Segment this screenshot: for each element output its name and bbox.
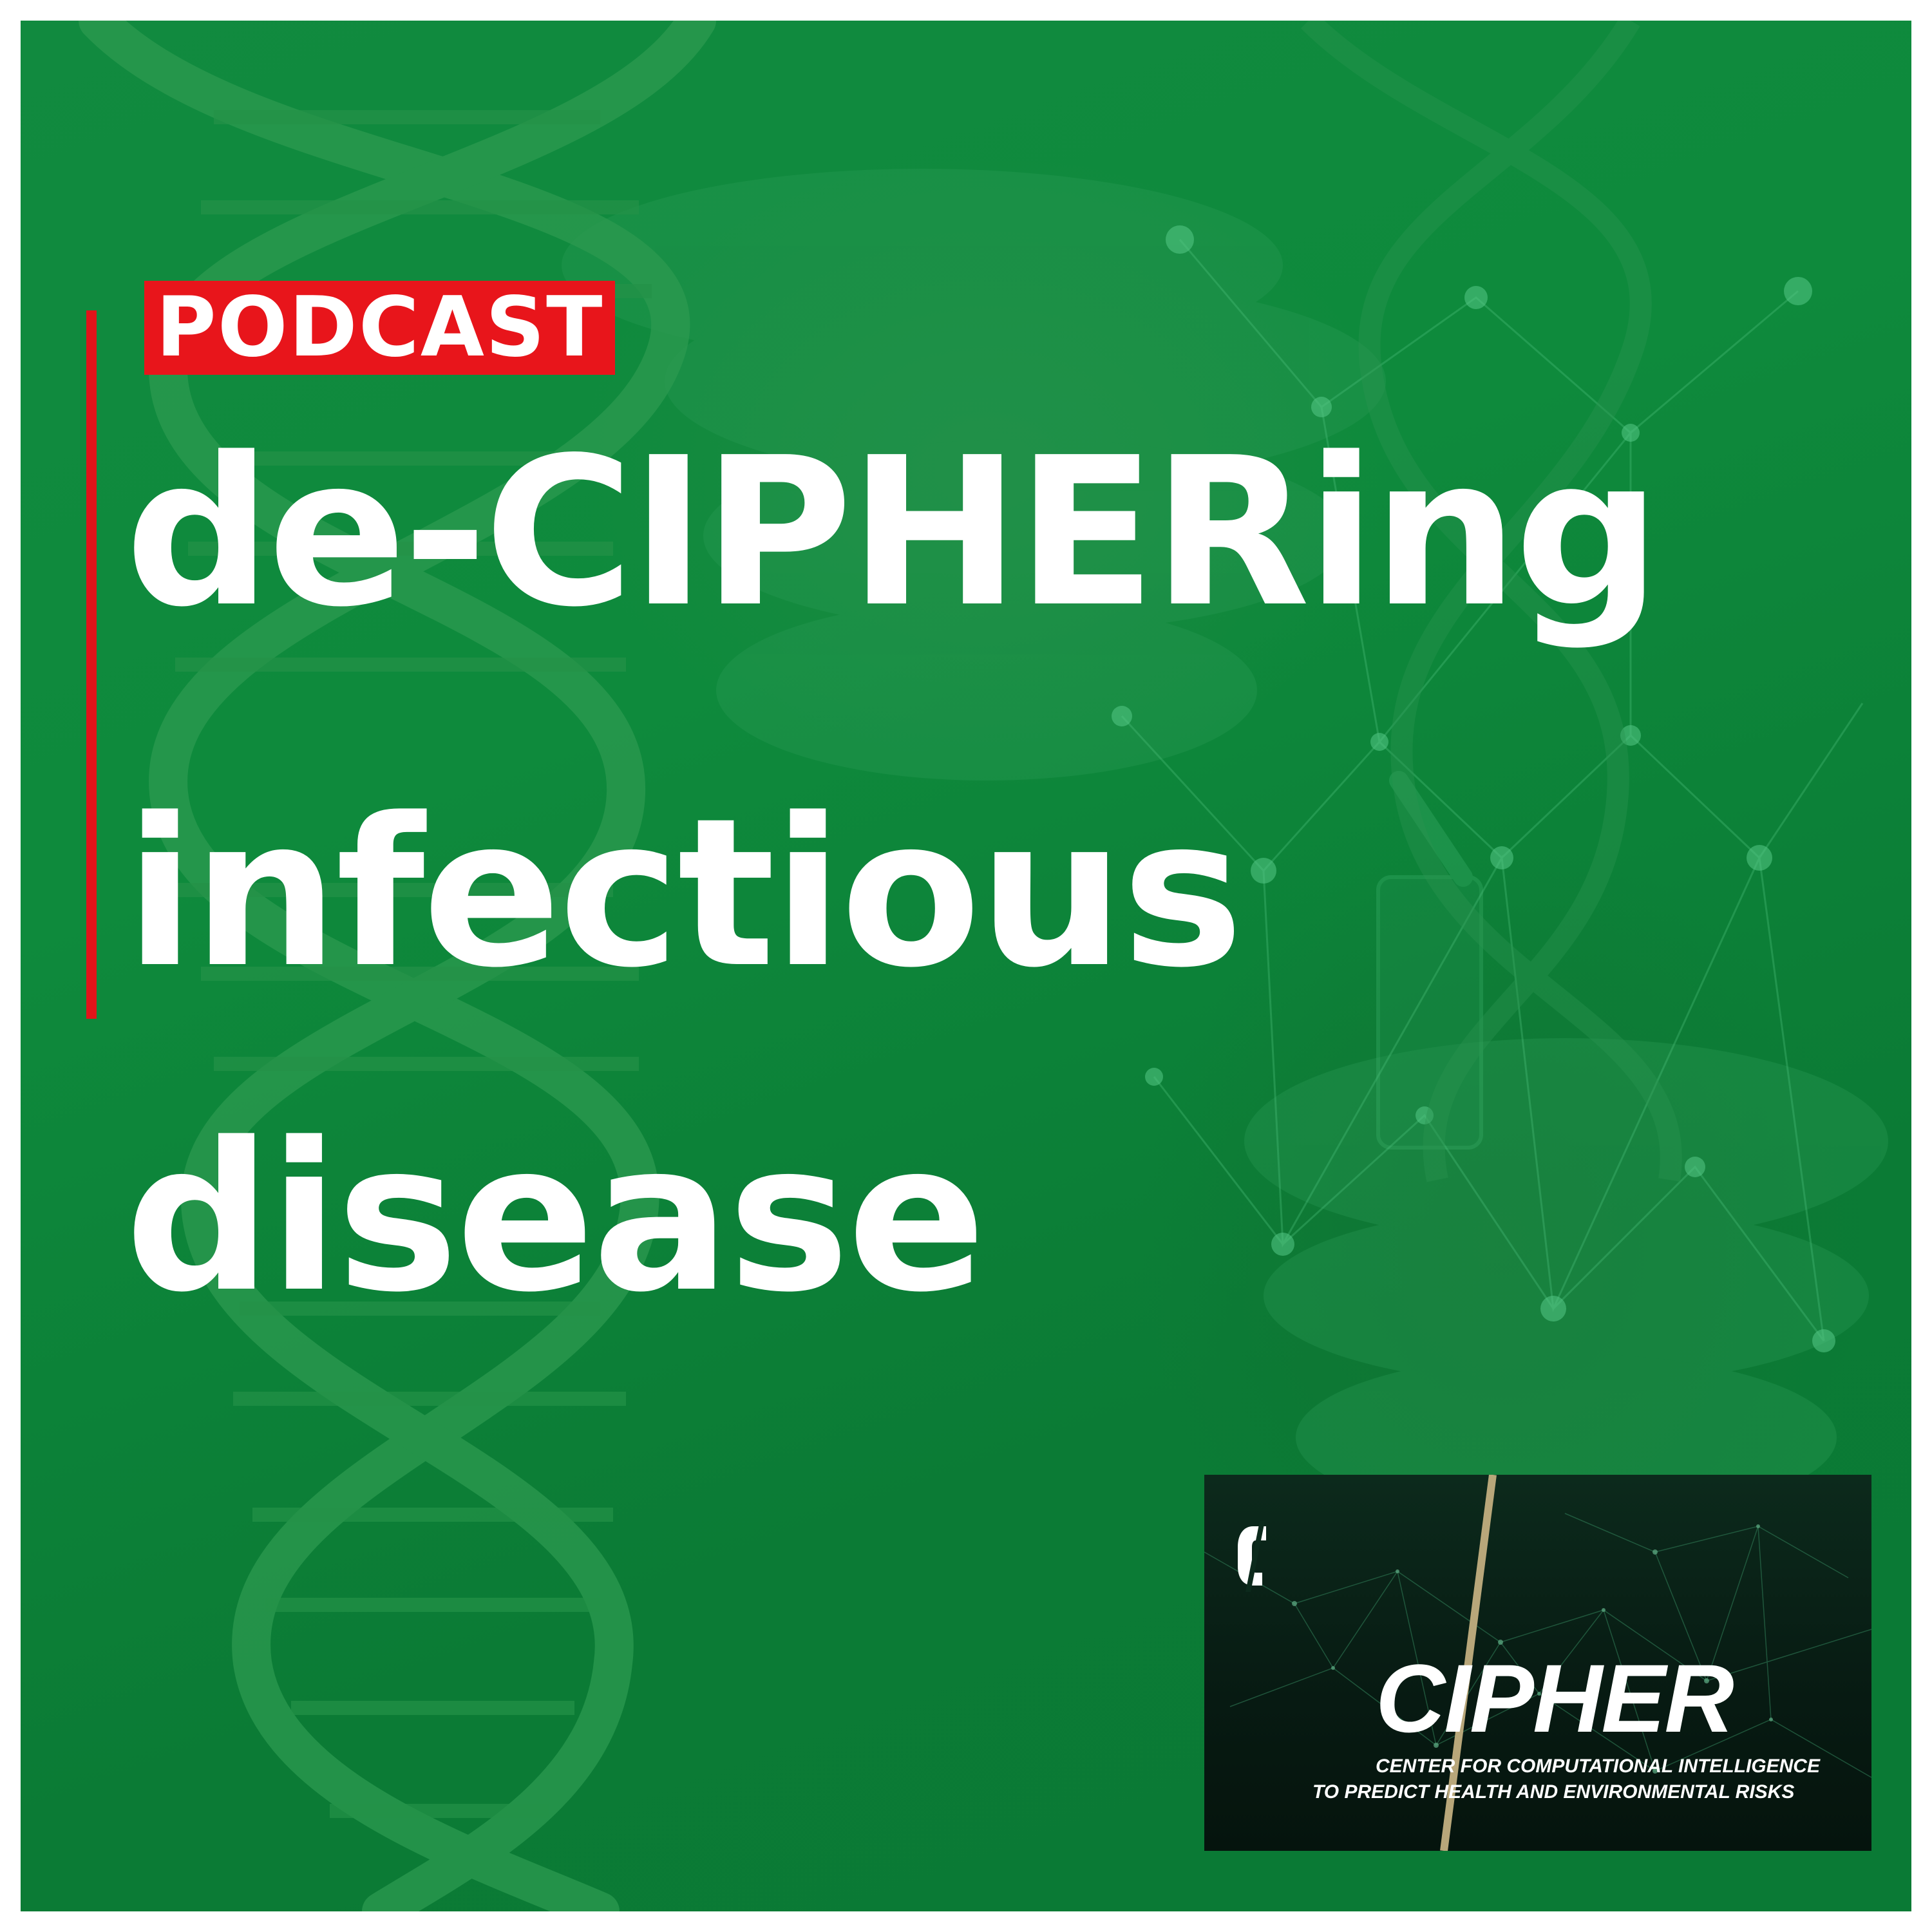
headline-line-3: disease [125, 1099, 986, 1337]
gold-slash [1440, 1475, 1497, 1851]
cipher-logo-subtitle-line-1: CENTER FOR COMPUTATIONAL INTELLIGENCE [1376, 1756, 1820, 1777]
cover-artwork: PODCAST de-CIPHERing infectious disease [21, 21, 1911, 1911]
accent-line [86, 310, 97, 1019]
background-imagery [79, 21, 1888, 1911]
cipher-logo-title: CIPHER [1376, 1644, 1734, 1752]
dna-helix-faint [1300, 21, 1682, 1182]
headline-line-2: infectious [125, 774, 1244, 1012]
cipher-logo-subtitle-line-2: TO PREDICT HEALTH AND ENVIRONMENTAL RISK… [1312, 1781, 1795, 1803]
glove-silhouette [562, 169, 1888, 1521]
network-nodes [1112, 225, 1835, 1352]
letter-c-logo-icon [1238, 1521, 1266, 1592]
cipher-logo-panel: CIPHER CENTER FOR COMPUTATIONAL INTELLIG… [1204, 1475, 1871, 1851]
headline-line-1: de-CIPHERing [125, 413, 1661, 652]
podcast-badge-label: PODCAST [156, 279, 604, 375]
podcast-badge: PODCAST [144, 279, 616, 375]
test-tube [1376, 771, 1483, 1150]
logo-background-network [1204, 1475, 1871, 1851]
